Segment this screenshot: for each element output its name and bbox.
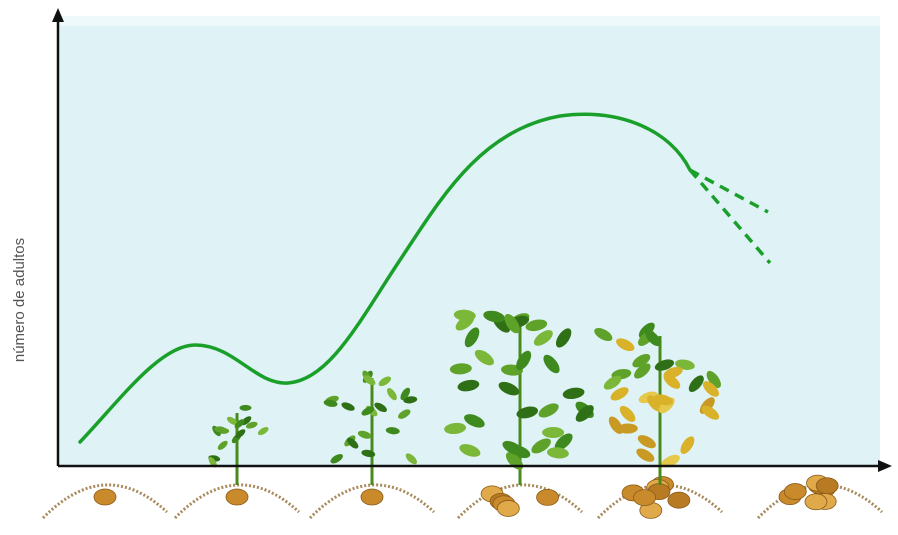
tuber <box>497 500 519 516</box>
tuber <box>816 478 838 494</box>
tuber <box>668 492 690 508</box>
tuber <box>94 489 116 505</box>
soil-mound <box>458 485 582 518</box>
x-axis-arrow <box>878 460 892 472</box>
tuber <box>634 490 656 506</box>
plot-area <box>58 16 880 466</box>
tuber <box>784 484 806 500</box>
tuber <box>805 494 827 510</box>
tuber <box>361 489 383 505</box>
diagram: número de adultos <box>0 0 898 535</box>
tuber <box>226 489 248 505</box>
y-axis-arrow <box>52 8 64 22</box>
soil-layer <box>43 475 882 518</box>
plot-top-band <box>58 16 880 26</box>
tuber <box>537 489 559 505</box>
y-axis-label: número de adultos <box>11 238 28 362</box>
leaf <box>542 427 564 438</box>
leaf <box>239 405 251 411</box>
page: número de adultos (() => { const data = … <box>0 0 898 535</box>
